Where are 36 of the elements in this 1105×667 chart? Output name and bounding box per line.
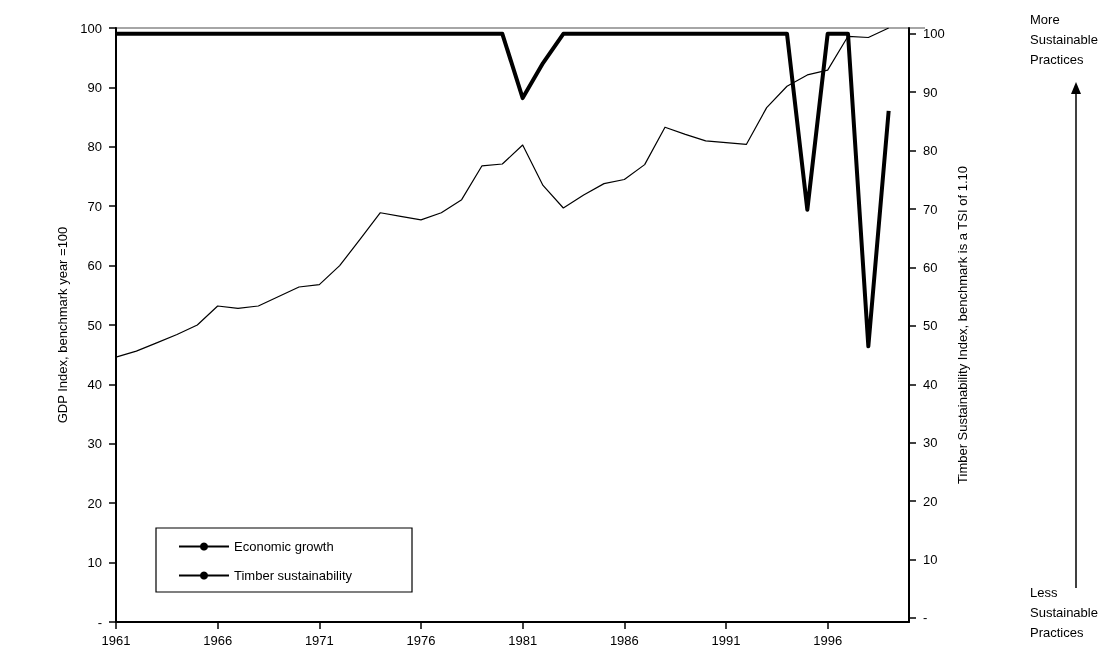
y2-axis-title: Timber Sustainability Index, benchmark is a TSI of 1.10 — [954, 166, 970, 484]
y-tick-label: 50 — [87, 317, 102, 333]
y2-tick-label: 50 — [923, 318, 938, 334]
x-tick-label: 1991 — [711, 633, 741, 648]
x-tick-label: 1966 — [203, 633, 233, 648]
y2-tick-label: 60 — [923, 259, 938, 275]
y-tick-label: 90 — [87, 79, 102, 95]
y-tick-label: 70 — [87, 198, 102, 214]
y2-tick-label: 70 — [923, 201, 938, 217]
y2-tick-label: 10 — [923, 552, 938, 567]
y-tick-label: - — [97, 614, 102, 630]
x-tick-label: 1961 — [101, 633, 131, 648]
legend-label: Economic growth — [234, 539, 334, 554]
y2-tick-label: 100 — [923, 26, 945, 42]
y-tick-label: 60 — [87, 258, 102, 274]
y2-tick-label: 40 — [923, 376, 938, 392]
x-tick-label: 1986 — [609, 633, 639, 648]
y-tick-label: 80 — [87, 139, 102, 155]
x-tick-label: 1996 — [813, 633, 843, 648]
y-tick-label: 20 — [87, 495, 102, 511]
text: More Sustainable Practices — [1030, 11, 1099, 69]
y2-tick-label: 90 — [923, 84, 938, 100]
y-tick-label: 40 — [87, 376, 102, 392]
y2-tick-label: - — [923, 610, 928, 626]
x-tick-label: 1971 — [304, 633, 334, 648]
y-tick-label: 10 — [87, 555, 102, 571]
x-tick-label: 1976 — [406, 633, 436, 648]
y2-tick-label: 30 — [923, 435, 938, 451]
y2-tick-label: 80 — [923, 143, 938, 159]
text: Less Sustainable Practices — [1030, 584, 1099, 642]
y-tick-label: 30 — [87, 436, 102, 452]
y2-tick-label: 20 — [923, 493, 938, 509]
legend-label: Timber sustainability — [234, 568, 353, 583]
y-axis-title: GDP Index, benchmark year =100 — [55, 226, 71, 424]
x-tick-label: 1981 — [508, 633, 538, 648]
y-tick-label: 100 — [80, 20, 102, 36]
